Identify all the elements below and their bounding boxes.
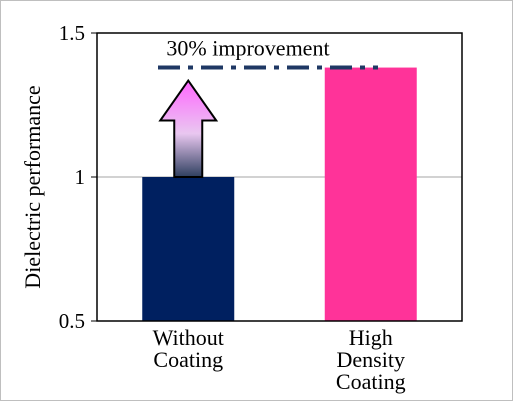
x-tick-label-line: Coating: [153, 347, 223, 372]
y-tick-label: 1.5: [59, 21, 85, 45]
bar: [324, 67, 417, 321]
x-tick-label-line: Coating: [336, 369, 406, 394]
y-tick-label: 0.5: [59, 309, 85, 333]
bar: [142, 177, 235, 321]
improvement-arrow: [158, 78, 219, 178]
x-tick-label-line: Without: [153, 325, 224, 350]
y-tick-label: 1: [75, 165, 86, 189]
x-tick-label: High Density Coating: [336, 325, 406, 394]
x-tick-label-line: High: [349, 325, 393, 350]
x-tick-label: Without Coating: [153, 325, 224, 372]
x-tick-label-line: Density: [337, 347, 405, 372]
annotation-text: 30% improvement: [166, 36, 329, 61]
y-axis-title: Dielectric performance: [20, 85, 45, 288]
